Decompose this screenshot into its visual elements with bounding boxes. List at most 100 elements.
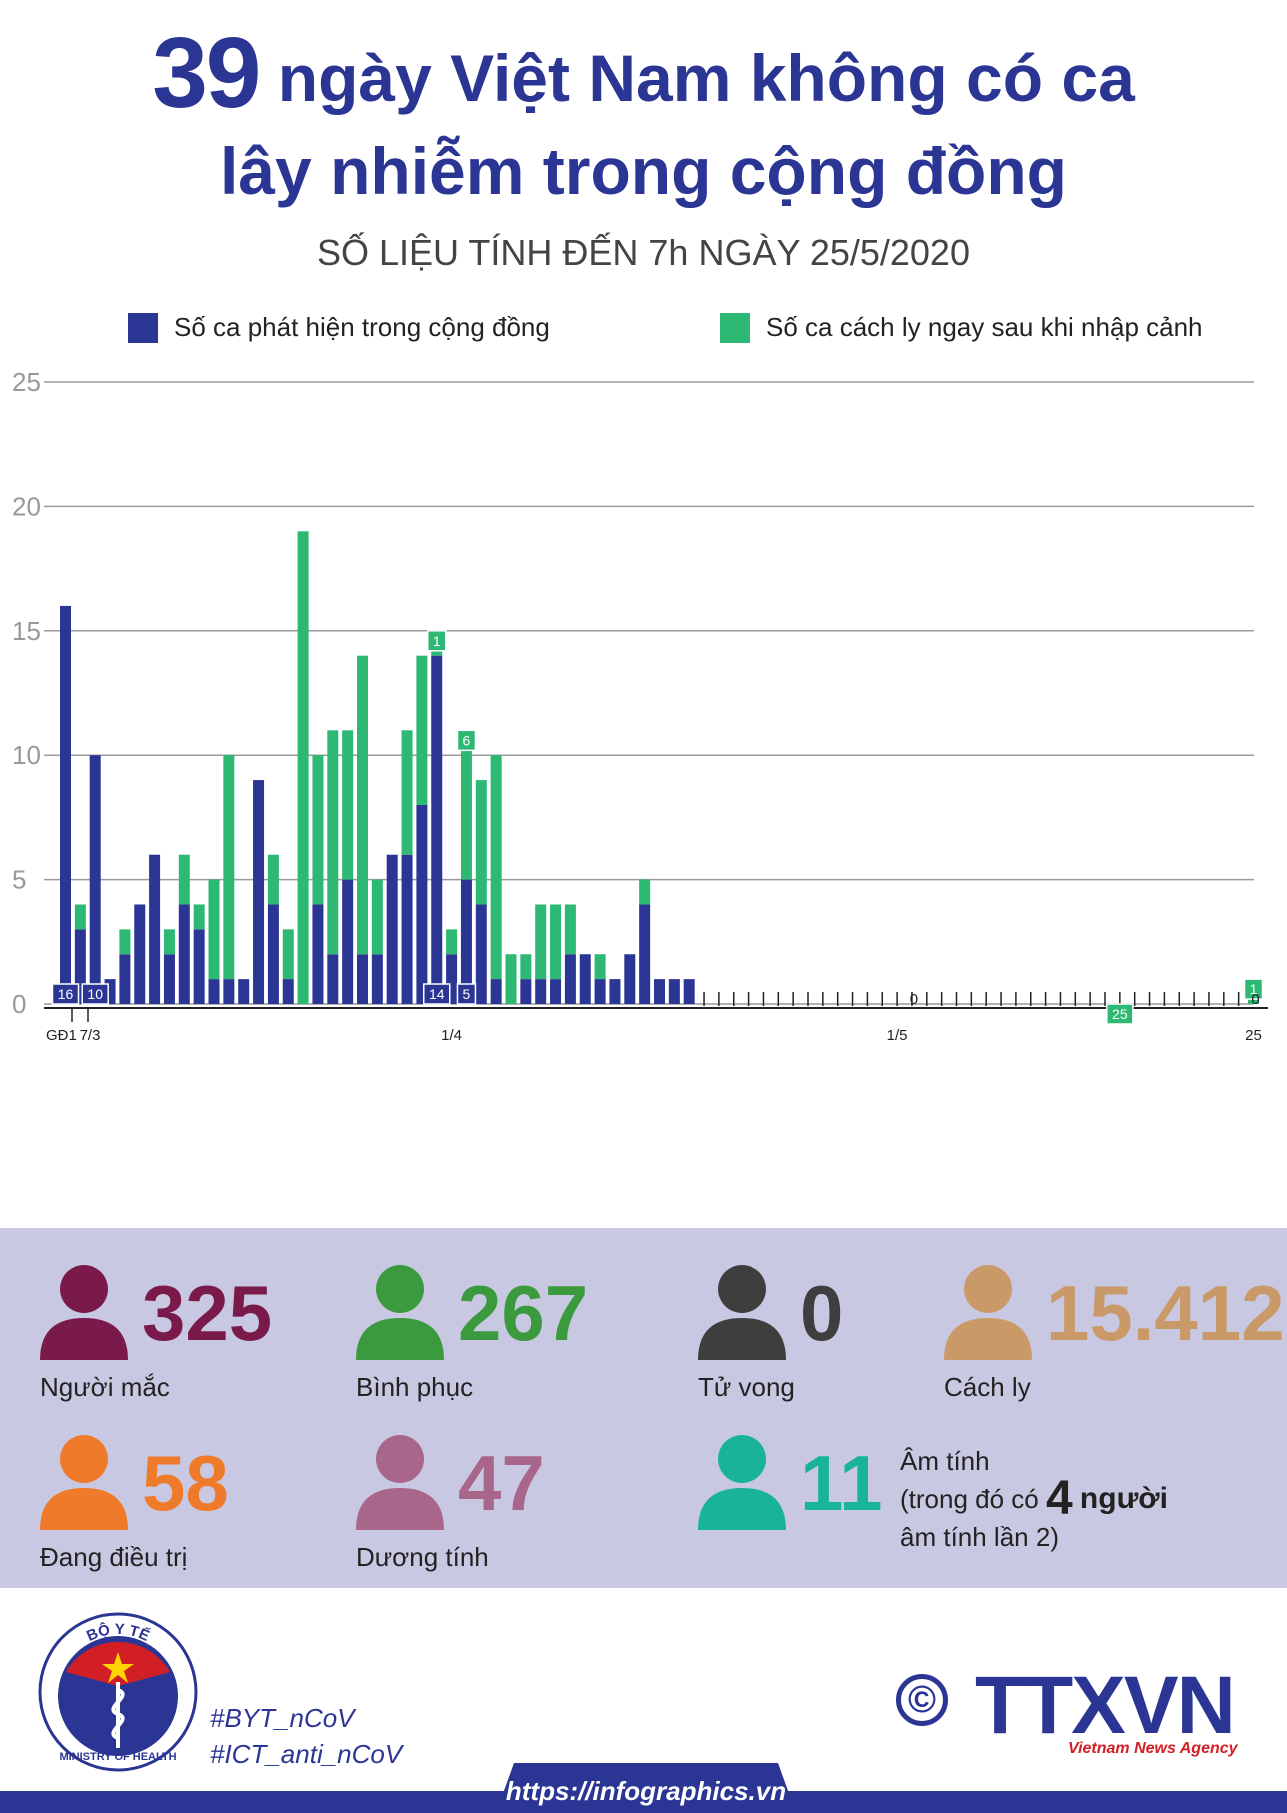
- person-icon: [40, 1265, 128, 1360]
- negative-line-3: âm tính lần 2): [900, 1522, 1059, 1552]
- x-tick-label: GĐ1: [46, 1027, 77, 1044]
- bar-quarantine: [163, 929, 175, 955]
- bar-label-box: [81, 983, 109, 1005]
- bar-community: [371, 954, 383, 1004]
- bar-community: [208, 979, 220, 1004]
- bar-community: [579, 954, 591, 1004]
- bar-community: [223, 979, 235, 1004]
- subtitle: SỐ LIỆU TÍNH ĐẾN 7h NGÀY 25/5/2020: [317, 232, 970, 273]
- bar-quarantine: [416, 655, 428, 805]
- bar-community: [446, 954, 458, 1004]
- bar-community: [267, 904, 279, 1004]
- bar-quarantine: [520, 954, 532, 980]
- bar-value-label: 14: [429, 986, 445, 1002]
- bar-quarantine: [490, 755, 502, 980]
- bar-community: [668, 979, 680, 1004]
- bar-community: [357, 954, 368, 1004]
- person-icon: [40, 1435, 128, 1530]
- bar-value-label: 16: [58, 986, 74, 1002]
- stat-treating-label: Đang điều trị: [40, 1542, 188, 1572]
- zero-value-label: 0: [910, 991, 918, 1008]
- bar-community: [134, 904, 146, 1004]
- bar-value-label: 1: [1250, 981, 1258, 997]
- bar-community: [416, 804, 428, 1004]
- stat-treating: 58 Đang điều trị: [38, 1434, 229, 1572]
- legend-community: Số ca phát hiện trong cộng đồng: [128, 312, 550, 343]
- stat-recovered: 267 Bình phục: [354, 1264, 588, 1402]
- bar-quarantine: [357, 655, 368, 955]
- bar-community: [327, 954, 339, 1004]
- bar-community: [89, 755, 101, 1004]
- y-tick-label: 10: [12, 740, 41, 770]
- bar-community: [386, 854, 398, 1004]
- stat-positive-value: 47: [458, 1439, 545, 1527]
- bar-quarantine: [119, 929, 131, 955]
- person-icon: [356, 1265, 444, 1360]
- bar-community: [564, 954, 576, 1004]
- bar-community: [594, 979, 606, 1004]
- stat-cases-label: Người mắc: [40, 1372, 170, 1402]
- bar-quarantine: [505, 954, 517, 1004]
- bar-community: [178, 904, 190, 1004]
- bar-value-label: 5: [463, 986, 471, 1002]
- star-icon: [102, 1652, 134, 1683]
- stat-quarantine-label: Cách ly: [944, 1372, 1031, 1402]
- hashtags: #BYT_nCoV #ICT_anti_nCoV: [210, 1700, 402, 1772]
- y-tick-label: 0: [12, 989, 26, 1019]
- bar-community: [282, 979, 294, 1004]
- bar-community: [163, 954, 175, 1004]
- bar-community: [550, 979, 562, 1004]
- bar-value-label: 25: [1112, 1006, 1128, 1022]
- bar-label-box: [1243, 978, 1264, 1000]
- ttxvn-logo: TTXVN: [975, 1660, 1236, 1751]
- person-icon: [356, 1435, 444, 1530]
- bar-quarantine: [475, 780, 487, 905]
- bar-label-box: [423, 983, 451, 1005]
- y-tick-label: 20: [12, 491, 41, 521]
- bar-quarantine: [639, 879, 651, 905]
- bar-quarantine: [282, 929, 294, 980]
- bar-value-label: 10: [87, 986, 103, 1002]
- bar-community: [193, 929, 205, 1004]
- stat-cases-value: 325: [142, 1269, 273, 1357]
- legend-quarantine-swatch: [720, 312, 750, 343]
- bar-quarantine: [267, 854, 279, 905]
- bar-community: [431, 655, 443, 1004]
- stat-deaths-value: 0: [800, 1269, 844, 1357]
- y-tick-label: 15: [12, 616, 41, 646]
- bar-community: [624, 954, 636, 1004]
- bar-community: [609, 979, 621, 1004]
- hashtag-byt[interactable]: #BYT_nCoV: [210, 1703, 355, 1733]
- stat-positive-label: Dương tính: [356, 1542, 489, 1572]
- negative-line-1: Âm tính: [900, 1446, 990, 1476]
- negative-line-2-pre: (trong đó có: [900, 1484, 1039, 1514]
- stat-cases: 325 Người mắc: [38, 1264, 273, 1402]
- person-icon: [698, 1435, 786, 1530]
- ministry-logo-bottom-text: MINISTRY OF HEALTH: [59, 1751, 176, 1763]
- bar-value-label: 6: [463, 732, 471, 748]
- negative-line-2: (trong đó có 4 người: [900, 1475, 1168, 1523]
- bar-community: [460, 879, 472, 1004]
- bar-quarantine: [446, 929, 458, 955]
- stat-quarantine: 15.412 Cách ly: [942, 1264, 1285, 1402]
- bar-quarantine: [193, 904, 205, 930]
- bar-community: [104, 979, 116, 1004]
- x-tick-label: 1/4: [441, 1027, 462, 1044]
- bar-quarantine: [535, 904, 547, 980]
- legend-community-swatch: [128, 312, 158, 343]
- bar-community: [475, 904, 487, 1004]
- bar-quarantine: [327, 730, 339, 955]
- negative-count: 4: [1045, 1472, 1073, 1525]
- infographics-url[interactable]: https://infographics.vn: [505, 1776, 787, 1806]
- stat-deaths: 0 Tử vong: [696, 1264, 844, 1402]
- stat-negative-value: 11: [800, 1439, 883, 1527]
- bar-community: [60, 605, 71, 1004]
- x-tick-label: 1/5: [887, 1027, 908, 1044]
- hashtag-ict[interactable]: #ICT_anti_nCoV: [210, 1739, 403, 1769]
- stat-treating-value: 58: [142, 1439, 229, 1527]
- copyright-icon: ©: [896, 1674, 948, 1726]
- bar-community: [342, 879, 354, 1004]
- x-tick-label: 25: [1245, 1027, 1262, 1044]
- bar-quarantine: [550, 904, 562, 980]
